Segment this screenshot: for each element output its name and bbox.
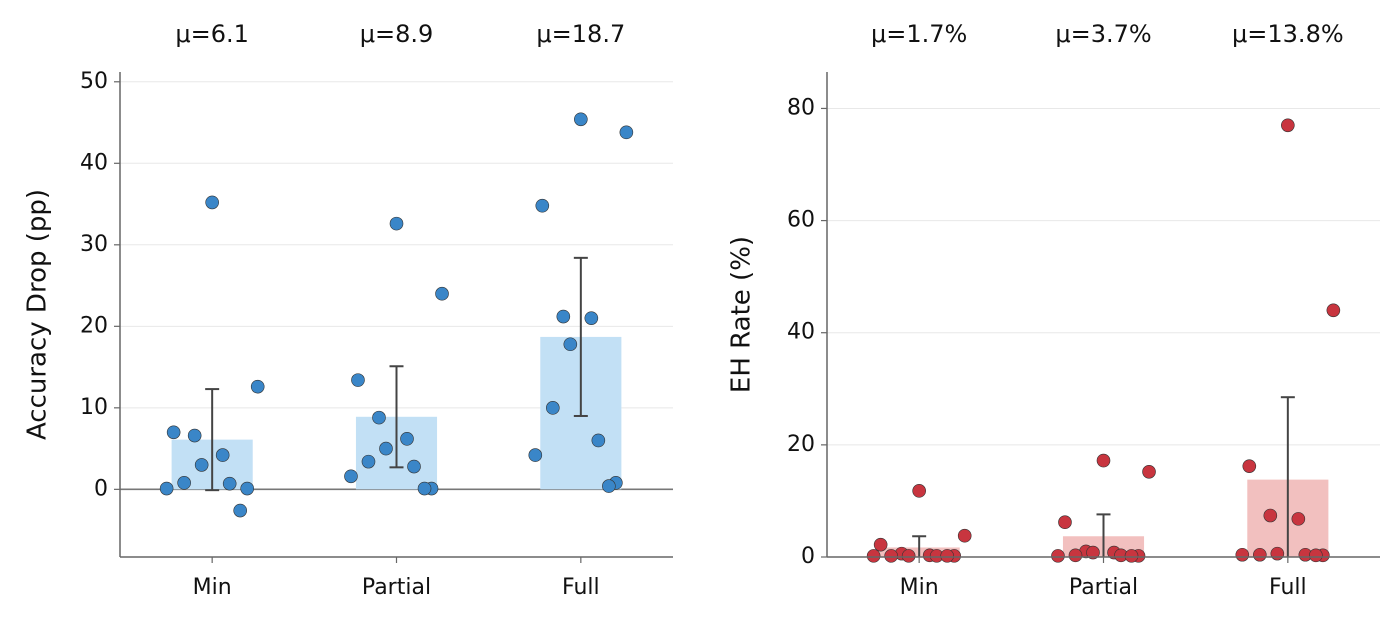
data-point xyxy=(940,549,954,563)
data-point xyxy=(1068,548,1083,563)
mean-label: μ=18.7 xyxy=(536,20,625,48)
mean-label: μ=6.1 xyxy=(175,20,249,48)
data-point xyxy=(1291,512,1306,526)
data-point xyxy=(563,337,578,352)
data-point xyxy=(240,481,254,496)
data-point xyxy=(379,441,393,456)
x-tick-label: Full xyxy=(562,575,600,600)
data-point xyxy=(1270,546,1285,561)
data-point xyxy=(591,433,606,448)
data-point xyxy=(344,469,358,484)
y-tick-label: 60 xyxy=(787,208,815,233)
data-point xyxy=(417,481,432,496)
error-bar xyxy=(912,535,927,557)
data-point xyxy=(901,549,916,563)
data-point xyxy=(166,425,181,440)
data-point xyxy=(233,503,247,518)
y-tick-label: 0 xyxy=(94,476,108,501)
y-axis-label: EH Rate (%) xyxy=(727,236,757,393)
x-tick-label: Min xyxy=(193,575,232,600)
data-point xyxy=(1096,453,1111,468)
data-point xyxy=(535,198,550,213)
data-point xyxy=(250,379,265,394)
data-point xyxy=(619,125,634,140)
x-tick-label: Full xyxy=(1269,575,1307,600)
data-point xyxy=(1086,545,1100,560)
data-point xyxy=(1124,549,1139,563)
data-point xyxy=(884,549,898,563)
data-point xyxy=(1263,508,1278,523)
data-point xyxy=(546,401,560,415)
error-bar xyxy=(573,256,588,417)
error-bar xyxy=(1096,513,1111,557)
mean-label: μ=1.7% xyxy=(871,20,967,48)
data-point xyxy=(574,112,588,127)
y-tick-label: 20 xyxy=(80,313,108,338)
error-bar xyxy=(1280,396,1295,557)
data-point xyxy=(222,476,237,491)
data-point xyxy=(177,476,191,490)
y-tick-label: 50 xyxy=(80,69,108,94)
data-point xyxy=(873,537,888,552)
data-point xyxy=(528,448,543,462)
data-point xyxy=(159,481,174,496)
data-point xyxy=(215,448,230,462)
y-tick-label: 20 xyxy=(787,432,815,457)
data-point xyxy=(912,484,926,498)
data-point xyxy=(602,479,616,493)
data-point xyxy=(1281,118,1295,133)
y-tick-label: 0 xyxy=(801,544,815,569)
data-point xyxy=(1309,548,1323,563)
data-point xyxy=(957,528,972,543)
y-tick-label: 80 xyxy=(787,95,815,120)
data-point xyxy=(407,459,421,474)
y-axis-label: Accuracy Drop (pp) xyxy=(23,189,53,440)
data-point xyxy=(556,309,571,324)
data-point xyxy=(1142,464,1156,479)
mean-label: μ=8.9 xyxy=(360,20,434,48)
data-point xyxy=(1058,515,1072,530)
x-tick-label: Partial xyxy=(1069,575,1138,600)
data-point xyxy=(187,428,202,443)
y-tick-label: 40 xyxy=(80,150,108,175)
error-bar xyxy=(389,365,404,469)
x-tick-label: Partial xyxy=(362,575,431,600)
data-point xyxy=(400,432,414,446)
data-point xyxy=(194,458,209,472)
data-point xyxy=(205,195,219,210)
data-point xyxy=(584,311,599,325)
y-tick-label: 10 xyxy=(80,395,108,420)
data-point xyxy=(1051,549,1065,563)
data-point xyxy=(1235,547,1250,562)
y-tick-label: 30 xyxy=(80,232,108,257)
mean-label: μ=13.8% xyxy=(1232,20,1344,48)
data-point xyxy=(361,454,376,469)
mean-label: μ=3.7% xyxy=(1055,20,1151,48)
data-point xyxy=(866,549,881,563)
data-point xyxy=(351,373,365,387)
data-point xyxy=(1253,547,1267,562)
error-bar xyxy=(205,388,220,492)
data-point xyxy=(435,286,449,301)
data-point xyxy=(1326,303,1341,318)
data-point xyxy=(1242,459,1257,473)
y-tick-label: 40 xyxy=(787,320,815,345)
data-point xyxy=(372,410,386,425)
data-point xyxy=(389,216,404,231)
x-tick-label: Min xyxy=(900,575,939,600)
